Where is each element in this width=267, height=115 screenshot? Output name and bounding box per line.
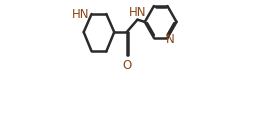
Text: N: N	[166, 33, 175, 45]
Text: HN: HN	[129, 6, 146, 19]
Text: O: O	[123, 59, 132, 72]
Text: HN: HN	[72, 8, 90, 21]
